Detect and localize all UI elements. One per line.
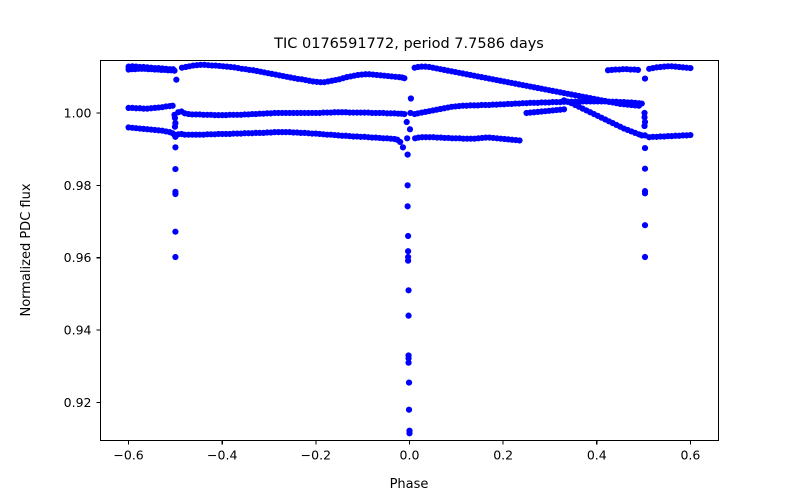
data-point xyxy=(171,123,179,130)
data-point xyxy=(405,355,412,362)
data-point xyxy=(399,144,407,151)
data-point xyxy=(172,165,179,173)
data-point xyxy=(405,287,412,294)
data-point xyxy=(401,110,408,118)
data-series xyxy=(125,63,694,82)
data-series xyxy=(523,106,568,117)
data-points-layer xyxy=(125,61,694,437)
data-point xyxy=(516,137,523,144)
data-point xyxy=(560,106,568,113)
data-point xyxy=(405,312,412,319)
data-series xyxy=(641,114,648,130)
data-point xyxy=(687,65,694,72)
x-axis-label: Phase xyxy=(390,477,429,492)
x-tick-label: 0.0 xyxy=(400,448,420,463)
data-point xyxy=(641,122,648,130)
data-point xyxy=(172,144,179,151)
y-tick-label: 0.96 xyxy=(64,250,92,265)
x-tick-label: 0.4 xyxy=(587,448,607,463)
data-series xyxy=(560,97,694,141)
data-point xyxy=(405,248,412,255)
x-tick-label: 0.6 xyxy=(680,448,700,463)
data-point xyxy=(172,190,179,198)
data-point xyxy=(169,102,176,109)
data-point xyxy=(404,135,411,142)
data-point xyxy=(405,359,412,366)
y-axis-label: Normalized PDC flux xyxy=(19,183,34,316)
data-point xyxy=(634,66,642,74)
data-point xyxy=(641,222,649,229)
data-point xyxy=(405,257,412,264)
data-point xyxy=(641,144,649,152)
x-tick-label: 0.2 xyxy=(493,448,513,463)
data-point xyxy=(401,75,408,82)
data-series xyxy=(171,114,179,130)
data-point xyxy=(641,253,649,261)
data-series xyxy=(125,98,649,261)
data-point xyxy=(405,379,413,386)
data-point xyxy=(407,109,414,117)
x-tick-label: −0.2 xyxy=(301,448,331,463)
y-tick-label: 0.92 xyxy=(64,395,92,410)
data-point xyxy=(171,67,178,74)
data-point xyxy=(641,165,649,172)
data-point xyxy=(397,138,404,146)
data-point xyxy=(404,203,411,210)
page-title: TIC 0176591772, period 7.7586 days xyxy=(273,36,544,52)
y-axis-ticks: 0.92 0.94 0.96 0.98 1.00 xyxy=(64,105,101,410)
data-point xyxy=(641,114,648,121)
data-point xyxy=(641,109,648,117)
x-tick-label: −0.6 xyxy=(113,448,143,463)
data-point xyxy=(404,182,411,189)
data-point xyxy=(638,132,645,139)
data-point xyxy=(406,430,413,437)
data-point xyxy=(171,114,179,122)
data-point xyxy=(403,118,410,126)
data-series xyxy=(403,95,414,437)
data-point xyxy=(405,232,412,240)
data-point xyxy=(405,406,413,413)
data-point xyxy=(641,190,649,197)
data-point xyxy=(407,95,414,102)
data-point xyxy=(641,75,649,82)
y-tick-label: 0.98 xyxy=(64,178,92,193)
x-axis-ticks: −0.6 −0.4 −0.2 0.0 0.2 0.4 0.6 xyxy=(113,440,700,463)
data-point xyxy=(404,151,411,158)
data-point xyxy=(172,228,179,235)
data-point xyxy=(173,76,180,83)
data-point xyxy=(638,100,645,107)
data-point xyxy=(172,253,179,261)
data-point xyxy=(687,131,694,139)
data-series xyxy=(125,124,523,151)
data-point xyxy=(406,126,414,133)
y-tick-label: 0.94 xyxy=(64,323,92,338)
x-tick-label: −0.4 xyxy=(207,448,237,463)
y-tick-label: 1.00 xyxy=(64,105,92,120)
